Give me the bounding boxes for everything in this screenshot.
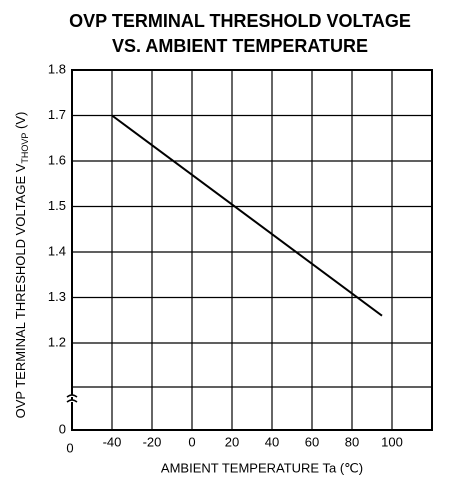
x-axis-label: AMBIENT TEMPERATURE Ta (℃)	[161, 460, 363, 475]
data-line	[111, 114, 383, 317]
y-axis-label-part: (V)	[13, 112, 28, 133]
x-tick-label: 60	[305, 434, 319, 449]
y-tick-label: 1.8	[48, 61, 66, 76]
x-tick-label: 80	[345, 434, 359, 449]
y-tick-label: 1.6	[48, 152, 66, 167]
y-tick-label: 1.7	[48, 107, 66, 122]
x-tick-label: -20	[143, 434, 162, 449]
y-tick-label: 1.2	[48, 334, 66, 349]
y-tick-label: 1.3	[48, 289, 66, 304]
x-tick-label: 100	[381, 434, 403, 449]
annotation: 0	[66, 440, 73, 455]
x-tick-label: -40	[103, 434, 122, 449]
y-axis-label: OVP TERMINAL THRESHOLD VOLTAGE VTHOVP (V…	[13, 112, 30, 419]
y-axis-label-part: OVP TERMINAL THRESHOLD VOLTAGE V	[13, 163, 28, 418]
plot-frame	[71, 69, 433, 431]
chart-title: OVP TERMINAL THRESHOLD VOLTAGE	[69, 11, 411, 31]
y-tick-label: 1.5	[48, 198, 66, 213]
x-tick-label: 0	[188, 434, 195, 449]
chart-title: VS. AMBIENT TEMPERATURE	[112, 36, 368, 56]
y-tick-label: 1.4	[48, 243, 66, 258]
y-axis-label-sub: THOVP	[20, 133, 30, 164]
x-tick-label: 40	[265, 434, 279, 449]
x-tick-label: 20	[225, 434, 239, 449]
y-tick-label: 0	[59, 421, 66, 436]
axis-break-symbol	[66, 394, 78, 403]
